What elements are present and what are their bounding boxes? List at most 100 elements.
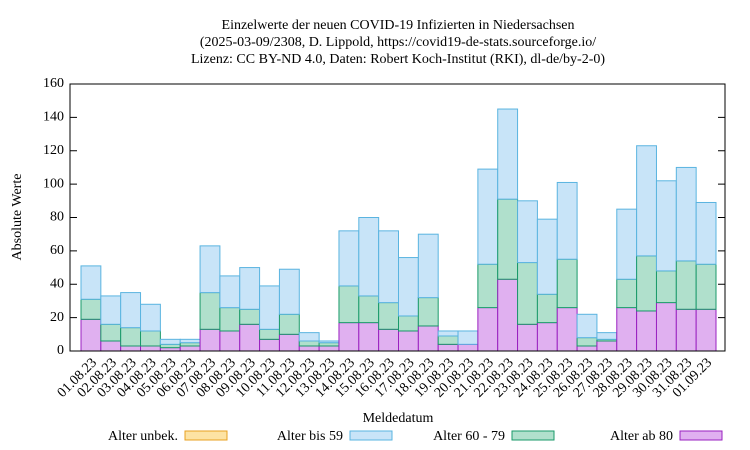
chart-subtitle: (2025-03-09/2308, D. Lippold, https://co… <box>200 35 596 50</box>
bar-segment <box>120 345 142 352</box>
bar-segment <box>278 268 300 315</box>
bar-segment <box>199 328 221 352</box>
bar-segment <box>259 285 280 330</box>
y-axis-title: Absolute Werte <box>10 174 25 261</box>
bar-segment <box>239 267 261 310</box>
bar-segment <box>318 342 340 347</box>
bar-segment <box>120 327 142 347</box>
bar-segment <box>159 338 181 345</box>
bar-segment <box>517 262 538 325</box>
bar-segment <box>159 347 181 352</box>
bar-segment <box>497 108 519 200</box>
bar-segment <box>378 230 399 304</box>
bar-segment <box>675 166 697 262</box>
bar-segment <box>219 275 241 309</box>
bar-segment <box>457 330 479 345</box>
bar-segment <box>259 338 280 352</box>
bar-segment <box>636 255 657 312</box>
legend-swatch <box>679 430 723 441</box>
bar-segment <box>477 307 499 352</box>
bar-segment <box>159 343 181 349</box>
bar-segment <box>536 293 558 324</box>
bar-segment <box>576 337 598 347</box>
bar-segment <box>675 260 697 310</box>
bar-segment <box>318 340 340 344</box>
bar-segment <box>140 303 161 332</box>
bar-segment <box>338 230 360 287</box>
plot-frame <box>69 83 726 352</box>
bar-segment <box>655 270 677 304</box>
bar-segment <box>298 332 320 342</box>
bar-segment <box>695 308 717 352</box>
bar-segment <box>398 330 419 352</box>
bar-segment <box>140 330 161 347</box>
bar-segment <box>179 342 201 347</box>
bar-segment <box>477 263 499 309</box>
y-tick-label: 140 <box>43 110 64 125</box>
bar-segment <box>278 313 300 335</box>
bar-segment <box>338 285 360 324</box>
bar-segment <box>259 328 280 340</box>
legend-label: Alter ab 80 <box>610 429 673 444</box>
bar-segment <box>318 345 340 352</box>
bar-segment <box>517 323 538 352</box>
bar-segment <box>556 307 578 352</box>
bar-segment <box>80 318 102 352</box>
bar-segment <box>378 302 399 330</box>
chart-subtitle: Lizenz: CC BY-ND 4.0, Daten: Robert Koch… <box>191 52 605 67</box>
y-tick-label: 100 <box>43 176 64 191</box>
bar-segment <box>675 308 697 352</box>
y-tick-label: 120 <box>43 143 64 158</box>
bar-segment <box>80 265 102 300</box>
legend-swatch <box>184 430 228 441</box>
bar-segment <box>417 325 439 352</box>
y-tick-label: 0 <box>57 343 64 358</box>
bar-segment <box>278 333 300 352</box>
x-axis-title: Meldedatum <box>363 411 434 426</box>
bar-segment <box>100 340 122 352</box>
bar-segment <box>497 198 519 280</box>
legend-label: Alter 60 - 79 <box>433 429 505 444</box>
bar-segment <box>199 292 221 330</box>
bar-segment <box>239 323 261 352</box>
bar-segment <box>517 200 538 264</box>
bar-segment <box>199 245 221 294</box>
bar-segment <box>179 345 201 352</box>
bar-segment <box>100 295 122 325</box>
bar-segment <box>616 208 638 280</box>
bar-segment <box>338 322 360 352</box>
bar-segment <box>636 145 657 257</box>
bar-segment <box>437 330 459 337</box>
bar-segment <box>616 307 638 352</box>
bar-segment <box>497 278 519 352</box>
bar-segment <box>239 308 261 325</box>
y-tick-label: 160 <box>43 76 64 91</box>
bar-segment <box>596 340 618 352</box>
chart-title: Einzelwerte der neuen COVID-19 Infiziert… <box>222 18 575 33</box>
bar-segment <box>457 343 479 352</box>
bar-segment <box>636 310 657 352</box>
legend-label: Alter unbek. <box>108 429 178 444</box>
bar-segment <box>556 181 578 260</box>
bar-segment <box>358 295 380 324</box>
bar-segment <box>398 257 419 317</box>
bar-segment <box>100 323 122 342</box>
bar-segment <box>298 340 320 347</box>
bar-segment <box>536 322 558 352</box>
bar-segment <box>358 217 380 297</box>
bar-segment <box>219 307 241 332</box>
legend-swatch <box>349 430 393 441</box>
bar-segment <box>398 315 419 332</box>
bar-segment <box>417 297 439 327</box>
bar-segment <box>378 328 399 352</box>
bar-segment <box>140 345 161 352</box>
bar-segment <box>695 201 717 265</box>
bar-segment <box>417 233 439 299</box>
bar-segment <box>556 258 578 309</box>
bar-segment <box>358 322 380 352</box>
bar-segment <box>576 313 598 339</box>
bar-segment <box>437 343 459 352</box>
y-tick-label: 40 <box>50 276 64 291</box>
bar-segment <box>536 218 558 295</box>
bar-segment <box>477 168 499 265</box>
